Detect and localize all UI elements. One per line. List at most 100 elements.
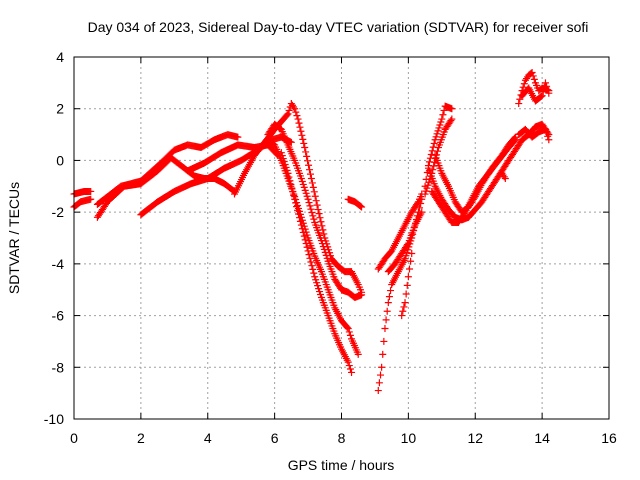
data-point — [308, 209, 316, 217]
data-point — [309, 183, 317, 191]
data-point — [317, 237, 325, 245]
data-point — [423, 184, 431, 192]
data-point — [309, 265, 317, 273]
data-point — [287, 180, 295, 188]
data-point — [234, 133, 242, 141]
y-tick-label: 4 — [56, 49, 64, 65]
data-point — [308, 179, 316, 187]
data-point — [299, 228, 307, 236]
x-tick-label: 12 — [467, 430, 483, 446]
data-point — [544, 86, 552, 94]
data-point — [377, 371, 385, 379]
data-point — [301, 186, 309, 194]
x-tick-label: 8 — [338, 430, 346, 446]
data-point — [529, 72, 537, 80]
data-point — [304, 195, 312, 203]
data-point — [315, 285, 323, 293]
data-point — [295, 119, 303, 127]
data-point — [348, 368, 356, 376]
data-point — [418, 208, 426, 216]
data-point — [500, 173, 508, 181]
x-tick-label: 2 — [137, 430, 145, 446]
data-point — [345, 328, 353, 336]
data-point — [354, 350, 362, 358]
data-point — [310, 269, 318, 277]
data-point — [431, 136, 439, 144]
data-point — [398, 312, 406, 320]
data-point — [295, 214, 303, 222]
data-point — [87, 187, 95, 195]
data-point — [305, 161, 313, 169]
data-point — [541, 125, 549, 133]
data-point — [311, 273, 319, 281]
data-point — [401, 299, 409, 307]
data-point — [286, 177, 294, 185]
data-point — [304, 247, 312, 255]
data-point — [298, 177, 306, 185]
data-point — [290, 192, 298, 200]
data-point — [284, 110, 292, 118]
data-point — [300, 232, 308, 240]
data-point — [284, 169, 292, 177]
data-point — [375, 379, 383, 387]
data-point — [314, 282, 322, 290]
data-point — [448, 115, 456, 123]
data-point — [308, 262, 316, 270]
data-point — [400, 303, 408, 311]
data-point — [303, 243, 311, 251]
data-point — [295, 210, 303, 218]
data-point — [279, 155, 287, 163]
data-point — [301, 144, 309, 151]
data-point — [306, 254, 314, 262]
data-point — [291, 195, 299, 203]
data-point — [437, 118, 445, 126]
data-point — [297, 127, 305, 135]
data-point — [300, 183, 308, 191]
data-point — [302, 148, 310, 156]
data-point — [358, 291, 366, 299]
data-point — [438, 115, 446, 123]
data-point — [383, 307, 391, 315]
data-point — [385, 293, 393, 301]
data-point — [285, 173, 293, 181]
data-points — [70, 69, 553, 395]
data-point — [433, 130, 441, 138]
data-point — [311, 192, 319, 200]
data-point — [277, 149, 285, 157]
data-point — [296, 217, 304, 225]
data-point — [401, 255, 409, 263]
data-point — [346, 365, 354, 373]
data-point — [545, 136, 553, 144]
data-point — [344, 358, 352, 366]
data-point — [316, 291, 324, 299]
data-point — [439, 111, 447, 119]
data-point — [300, 139, 308, 147]
data-point — [382, 316, 390, 324]
axis-ticks: 0 2 4 6 8 10 12 14 16 -10 -8 -6 -4 -2 0 2 4 — [44, 49, 617, 446]
data-point — [314, 206, 322, 214]
data-point — [320, 230, 328, 238]
data-point — [405, 265, 413, 273]
data-point — [358, 203, 366, 211]
data-point — [288, 184, 296, 192]
data-point — [307, 175, 315, 183]
data-point — [316, 214, 324, 222]
data-point — [448, 105, 456, 113]
data-point — [343, 323, 351, 331]
y-tick-label: -8 — [52, 359, 65, 375]
data-point — [403, 281, 411, 289]
data-point — [309, 212, 317, 220]
data-point — [434, 147, 442, 155]
data-point — [285, 106, 293, 114]
y-tick-label: -2 — [52, 204, 65, 220]
data-point — [344, 325, 352, 332]
x-tick-label: 10 — [401, 430, 417, 446]
data-point — [543, 129, 551, 137]
data-point — [539, 87, 547, 95]
data-point — [440, 106, 448, 114]
data-point — [541, 79, 549, 87]
data-point — [404, 273, 412, 281]
data-point — [306, 202, 314, 210]
x-tick-label: 14 — [534, 430, 550, 446]
data-point — [537, 93, 545, 101]
